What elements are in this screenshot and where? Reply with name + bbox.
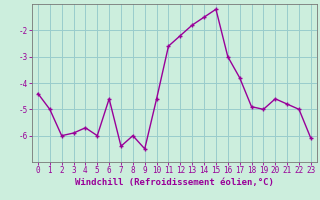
X-axis label: Windchill (Refroidissement éolien,°C): Windchill (Refroidissement éolien,°C) — [75, 178, 274, 187]
